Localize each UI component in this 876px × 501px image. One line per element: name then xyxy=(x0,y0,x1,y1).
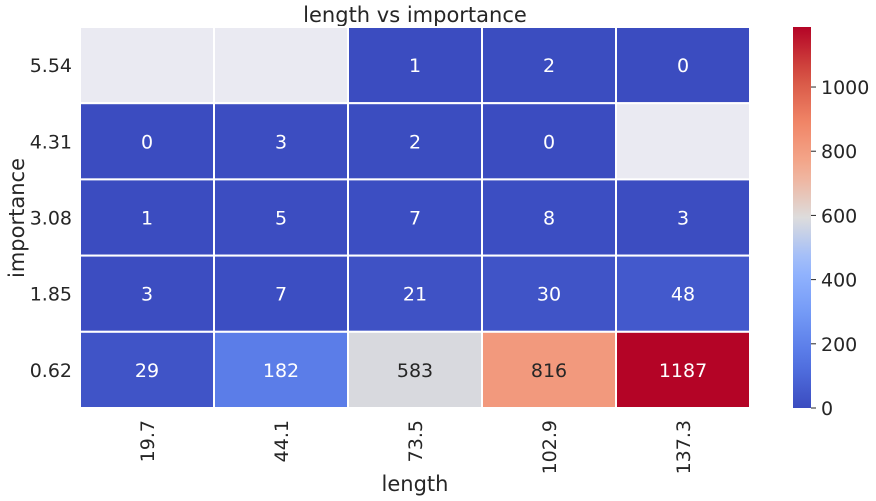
x-tick-label: 137.3 xyxy=(673,420,695,474)
heatmap-cell xyxy=(79,178,215,257)
cell-value-label: 1 xyxy=(409,55,421,77)
heatmap-cell xyxy=(481,254,617,333)
heatmap-cell xyxy=(347,102,483,181)
heatmap-cell xyxy=(79,330,215,409)
cell-value-label: 2 xyxy=(409,131,421,153)
colorbar-tick-label: 800 xyxy=(821,141,857,163)
colorbar-tick-label: 600 xyxy=(821,205,857,227)
heatmap-cell xyxy=(615,178,751,257)
heatmap-cell xyxy=(481,330,617,409)
cell-value-label: 182 xyxy=(263,360,299,382)
cell-value-label: 7 xyxy=(409,208,421,230)
heatmap-cell xyxy=(79,26,215,105)
cell-value-label: 3 xyxy=(275,131,287,153)
cell-value-label: 7 xyxy=(275,284,287,306)
heatmap-cell xyxy=(615,330,751,409)
cell-value-label: 583 xyxy=(397,360,433,382)
cell-value-label: 29 xyxy=(135,360,159,382)
cell-value-label: 1187 xyxy=(659,360,707,382)
y-tick-label: 4.31 xyxy=(30,131,72,153)
cell-value-label: 8 xyxy=(543,208,555,230)
y-tick-label: 0.62 xyxy=(30,360,72,382)
y-axis-label: importance xyxy=(5,158,29,278)
heatmap-cell xyxy=(347,26,483,105)
heatmap-cell xyxy=(213,254,349,333)
y-axis-tick-labels: 5.54 4.31 3.08 1.85 0.62 xyxy=(30,55,72,382)
cell-value-label: 0 xyxy=(543,131,555,153)
cell-value-label: 1 xyxy=(141,208,153,230)
x-tick-label: 73.5 xyxy=(405,420,427,462)
cell-value-label: 2 xyxy=(543,55,555,77)
x-tick-label: 44.1 xyxy=(271,420,293,462)
heatmap-cell xyxy=(347,330,483,409)
cell-value-label: 5 xyxy=(275,208,287,230)
y-tick-label: 3.08 xyxy=(30,208,72,230)
y-tick-label: 5.54 xyxy=(30,55,72,77)
heatmap-cell xyxy=(481,26,617,105)
y-tick-label: 1.85 xyxy=(30,284,72,306)
colorbar-tick-label: 200 xyxy=(821,334,857,356)
cell-value-label: 48 xyxy=(671,284,695,306)
heatmap-cell xyxy=(615,26,751,105)
colorbar-tick-label: 1000 xyxy=(821,77,869,99)
x-axis-label: length xyxy=(382,472,449,496)
cell-value-label: 3 xyxy=(677,208,689,230)
heatmap-cell xyxy=(615,102,751,181)
colorbar-tick-label: 400 xyxy=(821,270,857,292)
x-axis-tick-labels: 19.7 44.1 73.5 102.9 137.3 xyxy=(137,420,695,474)
colorbar-gradient xyxy=(793,27,811,408)
heatmap-cells: 1 2 0 0 3 2 0 1 5 7 8 3 3 7 21 30 48 29 182 583 816 1187 xyxy=(79,26,751,409)
colorbar-tick-label: 0 xyxy=(821,398,833,420)
chart-title: length vs importance xyxy=(303,3,527,27)
cell-value-label: 30 xyxy=(537,284,561,306)
cell-value-label: 21 xyxy=(403,284,427,306)
heatmap-cell xyxy=(615,254,751,333)
colorbar: 0 200 400 600 800 1000 xyxy=(793,27,869,420)
x-tick-label: 19.7 xyxy=(137,420,159,462)
heatmap-cell xyxy=(213,330,349,409)
cell-value-label: 0 xyxy=(141,131,153,153)
cell-value-label: 0 xyxy=(677,55,689,77)
cell-value-label: 3 xyxy=(141,284,153,306)
heatmap-cell xyxy=(347,178,483,257)
cell-value-label: 816 xyxy=(531,360,567,382)
heatmap-cell xyxy=(213,26,349,105)
x-tick-label: 102.9 xyxy=(539,420,561,474)
